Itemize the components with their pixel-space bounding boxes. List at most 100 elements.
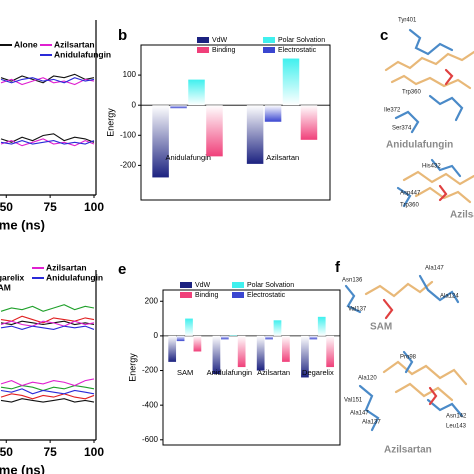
residue-label: Val137 — [348, 307, 367, 313]
bar — [193, 335, 202, 352]
residue-label: Ala147 — [350, 411, 369, 417]
bar — [152, 105, 169, 178]
legend-label: Binding — [195, 292, 218, 299]
legend-label: Azilsartan — [46, 262, 87, 272]
bar — [265, 335, 273, 340]
legend-label: Anidulafungin — [54, 49, 111, 59]
bar — [246, 105, 264, 164]
bar — [220, 335, 229, 340]
bar — [237, 335, 246, 368]
residue-label: Ser374 — [392, 126, 412, 132]
category-label: Anidulafungin — [207, 368, 252, 377]
bar — [185, 318, 193, 336]
legend-label: VdW — [195, 282, 211, 289]
trajectory-line — [0, 398, 95, 403]
legend-swatch — [180, 282, 192, 288]
bar — [212, 335, 221, 374]
trajectory-line — [0, 77, 95, 84]
y-tick-label: -100 — [120, 130, 137, 139]
residue-label: Pro98 — [400, 355, 417, 361]
x-axis-label: Time (ns) — [0, 217, 45, 232]
trajectory-line — [0, 393, 95, 400]
trajectory-line — [0, 304, 95, 312]
plot-frame — [140, 44, 331, 201]
y-tick-label: 0 — [154, 331, 159, 340]
bar — [206, 105, 223, 157]
legend-label: VdW — [212, 37, 228, 44]
legend-swatch — [197, 47, 209, 53]
ligand-label: Azilsartan — [384, 445, 432, 456]
bar — [168, 335, 177, 362]
category-label: Anidulafungin — [166, 153, 211, 162]
y-tick-label: 200 — [145, 296, 159, 305]
legend-label: Binding — [212, 47, 235, 54]
residue-label: Ala120 — [358, 376, 377, 382]
panel-label: e — [118, 261, 126, 278]
residue-label: His432 — [422, 164, 441, 170]
trajectory-line — [0, 140, 95, 145]
legend-label: Anidulafungin — [46, 272, 103, 282]
x-tick-label: 50 — [0, 200, 13, 214]
legend-swatch — [263, 47, 275, 53]
residue-label: Asp447 — [400, 191, 421, 197]
bar — [229, 335, 238, 336]
y-tick-label: -200 — [120, 160, 137, 169]
trajectory-line — [0, 325, 95, 331]
x-tick-label: 75 — [43, 200, 57, 214]
bar — [301, 335, 309, 378]
trajectory-line — [0, 384, 95, 392]
bar — [282, 58, 300, 106]
bar — [264, 105, 282, 122]
x-axis-label: Time (ns) — [0, 462, 45, 474]
bar — [317, 316, 326, 336]
ligand-label: Anidulafungin — [386, 140, 453, 151]
y-tick-label: 100 — [123, 70, 137, 79]
trajectory-line — [0, 73, 95, 84]
residue-label: Leu143 — [446, 424, 467, 430]
y-tick-label: 0 — [132, 100, 137, 109]
trajectory-line — [0, 133, 95, 143]
residue-label: Ala137 — [362, 420, 381, 426]
bar — [326, 335, 335, 368]
bar — [176, 335, 185, 342]
legend-label: Polar Solvation — [247, 282, 294, 289]
bar — [273, 320, 282, 336]
legend-label: Azilsartan — [54, 39, 95, 49]
residue-label: Asn142 — [446, 414, 467, 420]
bar — [188, 79, 205, 106]
legend-label: SAM — [0, 282, 11, 292]
panel-label: f — [335, 259, 341, 276]
residue-label: Trp360 — [402, 90, 421, 96]
legend-label: Alone — [14, 39, 38, 49]
residue-label: Tyr401 — [398, 18, 417, 24]
bar — [282, 335, 290, 362]
structure-c — [384, 28, 474, 208]
x-tick-label: 50 — [0, 445, 13, 459]
category-label: Azilsartan — [266, 153, 299, 162]
legend-swatch — [232, 282, 244, 288]
x-tick-label: 75 — [43, 445, 57, 459]
legend-swatch — [232, 292, 244, 298]
residue-label: Ala147 — [425, 266, 444, 272]
ligand-label: SAM — [370, 322, 392, 333]
y-axis-label: Energy — [127, 353, 137, 382]
bar — [170, 105, 187, 109]
structure-f — [344, 274, 468, 432]
category-label: Degarelix — [302, 368, 334, 377]
category-label: Azilsartan — [257, 368, 290, 377]
panel-label: c — [380, 27, 388, 44]
trajectory-line — [0, 315, 95, 324]
legend-swatch — [263, 37, 275, 43]
x-tick-label: 100 — [84, 200, 104, 214]
residue-label: Ile372 — [384, 108, 401, 114]
category-label: SAM — [177, 368, 193, 377]
y-tick-label: -600 — [142, 435, 159, 444]
trajectory-line — [0, 320, 95, 327]
bar — [309, 335, 318, 340]
residue-label: Trp360 — [400, 203, 419, 209]
legend-label: Polar Solvation — [278, 37, 325, 44]
plot-frame — [162, 289, 341, 446]
x-tick-label: 100 — [84, 445, 104, 459]
legend-label: Degarelix — [0, 272, 25, 282]
